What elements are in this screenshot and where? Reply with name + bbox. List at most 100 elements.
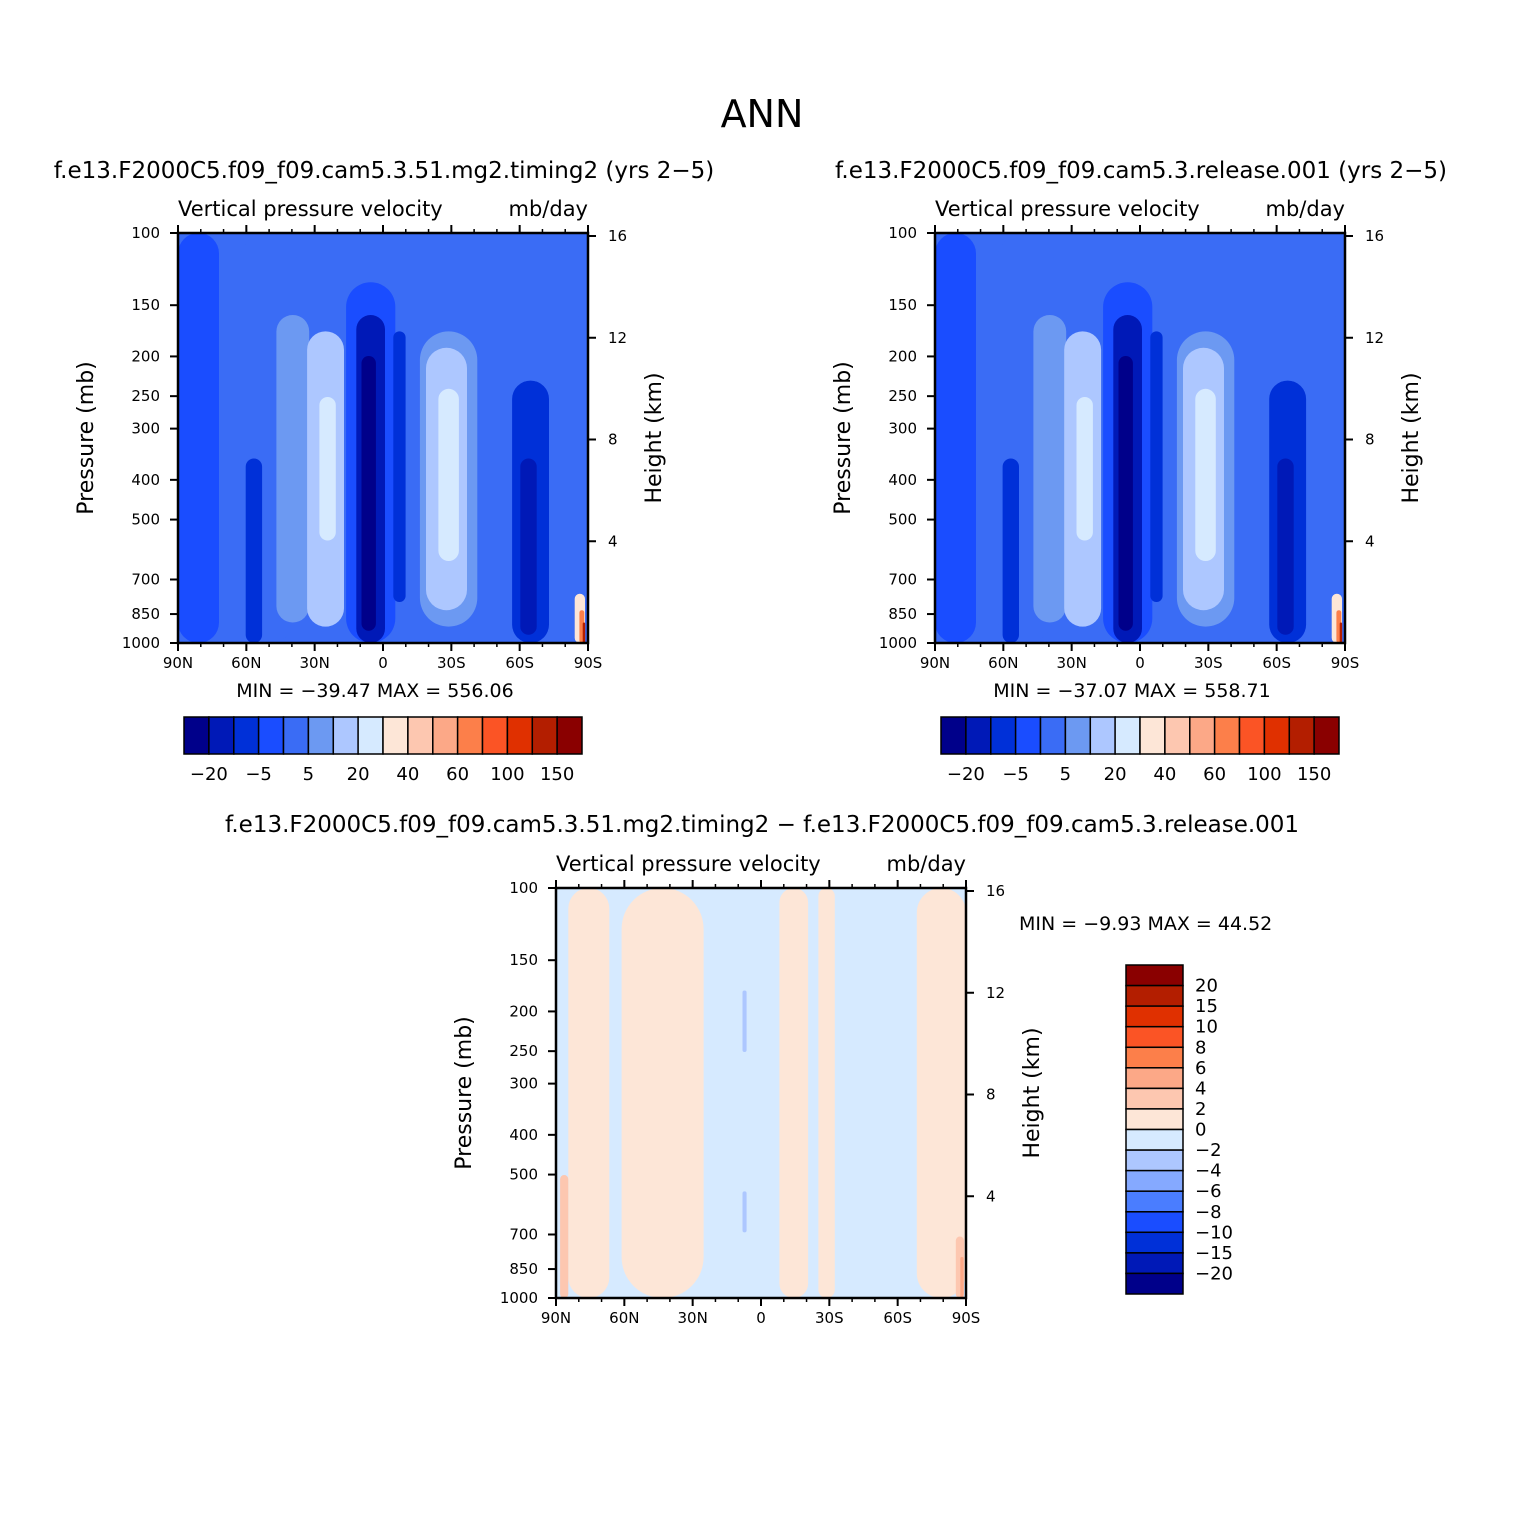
x-tick-label: 0	[378, 654, 388, 672]
y-tick-label: 500	[509, 1166, 538, 1184]
colorbar-box	[990, 716, 1017, 755]
colorbar-box	[1313, 716, 1340, 755]
colorbar-label: 0	[1195, 1120, 1206, 1141]
x-tick-label: 30S	[815, 1309, 844, 1327]
y2-tick-label: 16	[1365, 227, 1384, 245]
colorbar-box	[1125, 1108, 1184, 1131]
field-contour-2	[276, 315, 310, 623]
colorbar-box	[432, 716, 459, 755]
colorbar-label: 15	[1195, 996, 1218, 1017]
colorbar-label: 60	[1203, 764, 1226, 785]
colorbar: −20 −5 5 20 40 60 100 150	[183, 716, 583, 785]
colorbar-label: −10	[1195, 1222, 1233, 1243]
colorbar-label: −20	[190, 764, 228, 785]
field-contour-8	[1118, 356, 1133, 631]
y2-tick-label: 16	[608, 227, 627, 245]
colorbar-label: −5	[1002, 764, 1029, 785]
y-tick-label: 850	[888, 605, 917, 623]
colorbar-label: 20	[1195, 976, 1218, 997]
field-contour-15	[1312, 315, 1345, 561]
y-tick-label: 400	[888, 471, 917, 489]
x-tick-label: 60N	[231, 654, 261, 672]
y-tick-label: 700	[509, 1225, 538, 1243]
panel-title: f.e13.F2000C5.f09_f09.cam5.3.release.001…	[835, 158, 1447, 184]
field-contour-15	[555, 315, 588, 561]
colorbar-box	[965, 716, 992, 755]
chart-panel-3: f.e13.F2000C5.f09_f09.cam5.3.51.mg2.timi…	[225, 812, 1299, 1327]
field-contour-18	[582, 622, 586, 643]
x-tick-label: 60N	[609, 1309, 639, 1327]
field-contour-5	[1076, 397, 1093, 541]
colorbar: −20 −5 5 20 40 60 100 150	[940, 716, 1340, 785]
field-contour-3	[779, 888, 809, 1298]
colorbar-box	[382, 716, 409, 755]
colorbar-label: 5	[303, 764, 314, 785]
field-contour-7	[916, 888, 966, 1298]
y2-axis-label: Height (km)	[1399, 372, 1424, 503]
chart-panel-1: f.e13.F2000C5.f09_f09.cam5.3.51.mg2.timi…	[54, 158, 715, 785]
field-contour-14	[1277, 458, 1294, 635]
y2-tick-label: 4	[608, 532, 618, 550]
colorbar-box	[208, 716, 235, 755]
colorbar-box	[1125, 1169, 1184, 1192]
field-contour-9	[1150, 331, 1163, 602]
colorbar-box	[257, 716, 285, 755]
colorbar-box	[1125, 1190, 1184, 1213]
colorbar-label: −15	[1195, 1243, 1233, 1264]
colorbar-label: −2	[1195, 1140, 1222, 1161]
colorbar-box	[1039, 716, 1067, 755]
field-contour-14	[520, 458, 537, 635]
panel-variable-title: Vertical pressure velocity	[178, 197, 443, 221]
x-tick-label: 30N	[678, 1309, 708, 1327]
field-contour-12	[1195, 388, 1216, 561]
y2-tick-label: 12	[608, 329, 627, 347]
y-tick-label: 200	[888, 347, 917, 365]
field-contour-3	[1002, 458, 1019, 643]
colorbar-box	[1125, 1067, 1184, 1090]
colorbar-label: 100	[1247, 764, 1281, 785]
y-axis-label: Pressure (mb)	[74, 361, 99, 515]
y-tick-label: 850	[509, 1260, 538, 1278]
y-tick-label: 100	[131, 224, 160, 242]
panel-units: mb/day	[1266, 197, 1346, 221]
field-contour-12	[438, 388, 459, 561]
panel-variable-title: Vertical pressure velocity	[556, 852, 821, 876]
colorbar-box	[1064, 716, 1092, 755]
y-tick-label: 250	[509, 1042, 538, 1060]
x-tick-label: 0	[1135, 654, 1145, 672]
colorbar-label: 4	[1195, 1078, 1206, 1099]
colorbar-label: 20	[1104, 764, 1127, 785]
colorbar-label: 10	[1195, 1017, 1218, 1038]
x-tick-label: 30S	[1194, 654, 1223, 672]
x-tick-label: 0	[756, 1309, 766, 1327]
y-tick-label: 150	[131, 296, 160, 314]
y2-tick-label: 12	[1365, 329, 1384, 347]
x-tick-label: 60N	[988, 654, 1018, 672]
x-tick-label: 60S	[1262, 654, 1291, 672]
y-tick-label: 700	[888, 570, 917, 588]
y-tick-label: 400	[509, 1126, 538, 1144]
field-contour-6	[742, 1191, 747, 1233]
colorbar-box	[407, 716, 434, 755]
y-tick-label: 500	[888, 511, 917, 529]
colorbar-label: 100	[490, 764, 524, 785]
colorbar-label: −4	[1195, 1161, 1222, 1182]
field-contour-3	[245, 458, 263, 643]
y-tick-label: 100	[888, 224, 917, 242]
colorbar-box	[1114, 716, 1141, 755]
field-contour-18	[1339, 622, 1343, 643]
colorbar-label: 6	[1195, 1058, 1206, 1079]
colorbar-label: 20	[347, 764, 370, 785]
y2-tick-label: 8	[986, 1086, 996, 1104]
x-tick-label: 90S	[574, 654, 603, 672]
colorbar-box	[1125, 1231, 1184, 1254]
colorbar-box	[1288, 716, 1315, 755]
field-contour-4	[818, 888, 835, 1298]
y2-tick-label: 8	[608, 431, 618, 449]
colorbar-box	[1089, 716, 1116, 755]
colorbar-box	[1125, 964, 1184, 987]
x-tick-label: 90S	[1331, 654, 1360, 672]
colorbar-label: −6	[1195, 1181, 1222, 1202]
